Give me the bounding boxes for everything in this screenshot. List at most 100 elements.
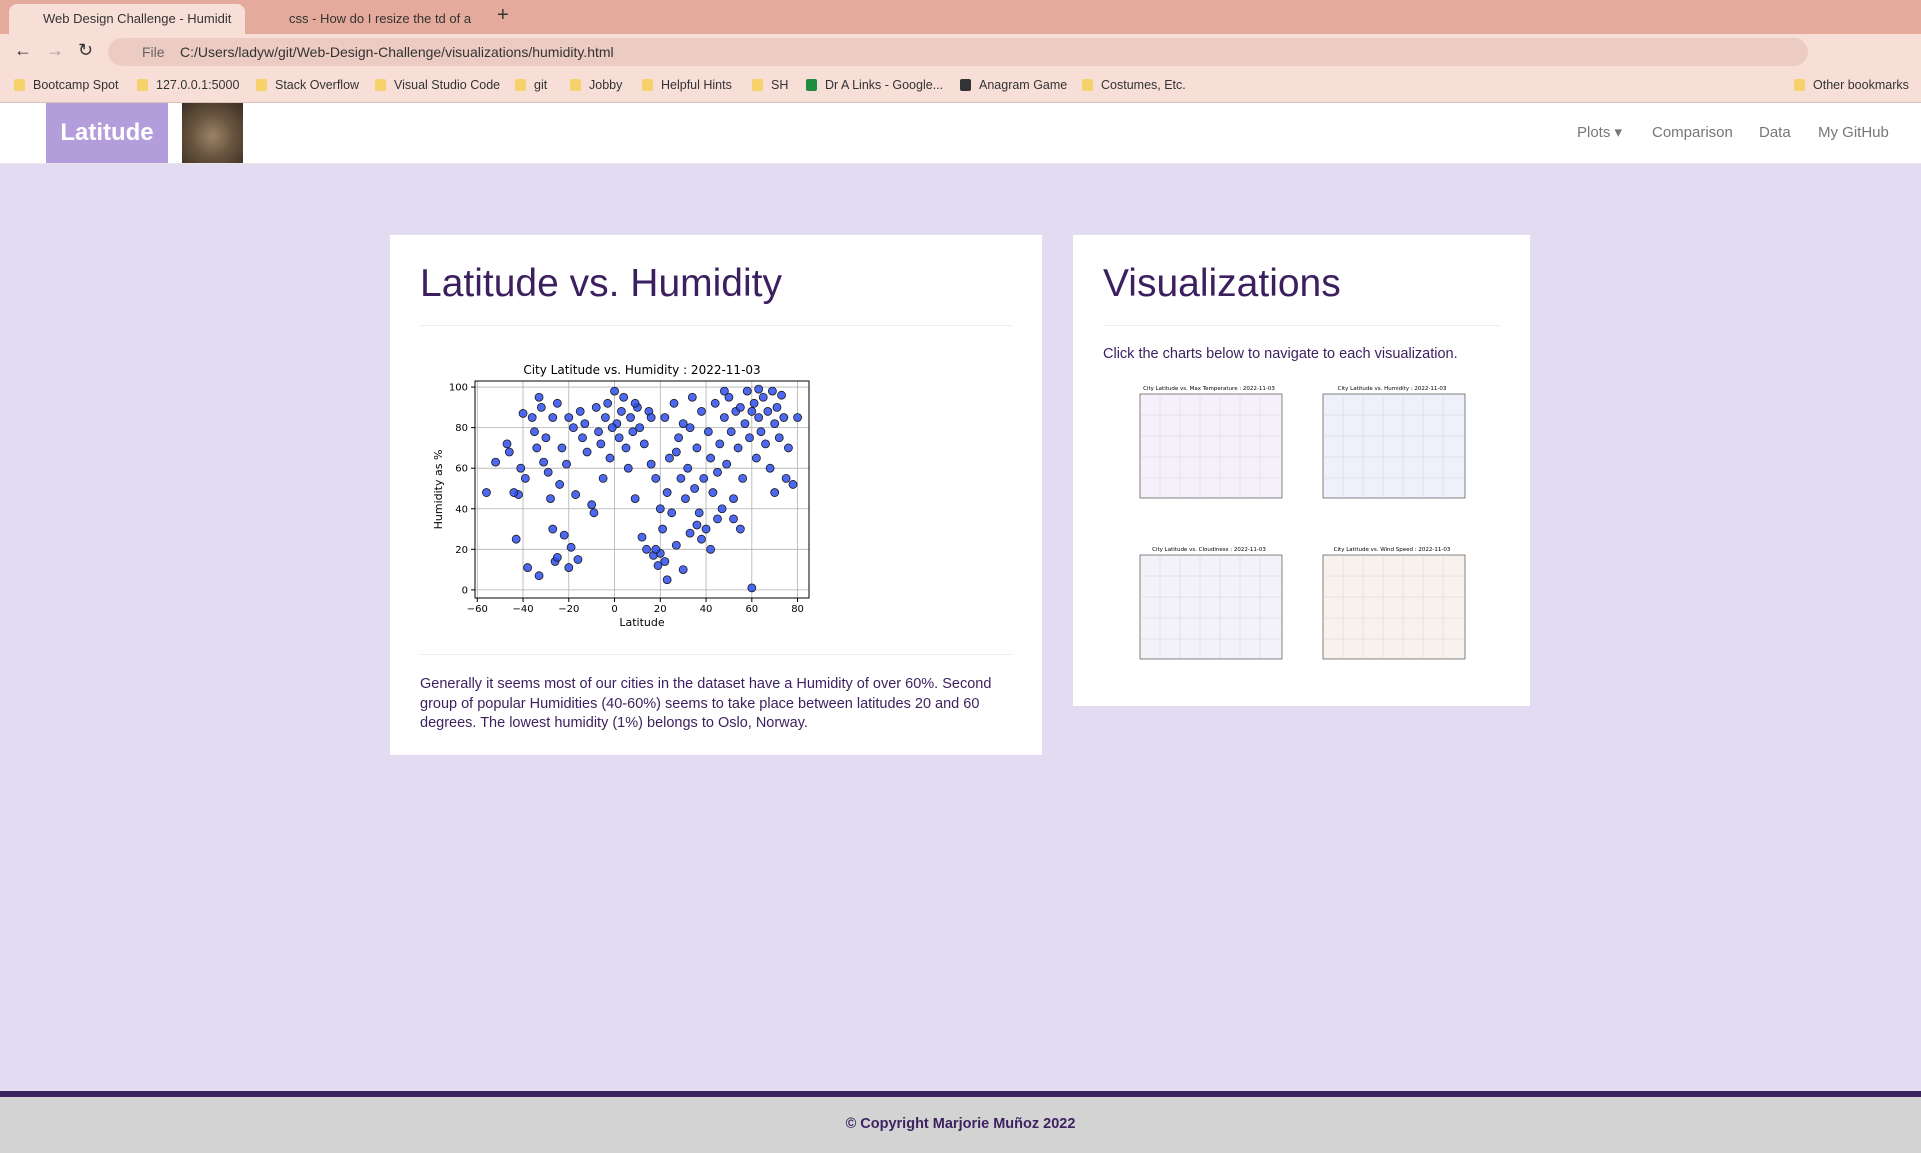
forward-button[interactable]: → (46, 40, 64, 60)
bookmark[interactable]: Bootcamp Spot (14, 78, 118, 92)
visualizations-panel: Visualizations Click the charts below to… (1073, 235, 1530, 706)
thumbnail-link[interactable]: City Latitude vs. Wind Speed : 2022-11-0… (1308, 543, 1470, 675)
data-point (671, 447, 681, 457)
data-point (539, 457, 549, 467)
data-point (610, 386, 619, 396)
tab-bar: Web Design Challenge - Humidit css - How… (0, 0, 1921, 34)
data-point (653, 561, 663, 570)
brand[interactable]: Latitude (46, 103, 168, 163)
data-point (646, 459, 656, 469)
bookmark[interactable]: Costumes, Etc. (1082, 78, 1186, 92)
data-point (747, 407, 757, 416)
thumbnail-link[interactable]: City Latitude vs. Cloudiness : 2022-11-0… (1125, 543, 1287, 675)
bookmark-label: Other bookmarks (1813, 78, 1909, 92)
data-point (717, 504, 727, 514)
data-point (660, 557, 670, 566)
data-point (502, 439, 512, 449)
data-point (598, 473, 608, 483)
bookmark[interactable]: Helpful Hints (642, 78, 732, 92)
divider (420, 325, 1012, 326)
data-point (665, 453, 674, 463)
nav-link[interactable]: Data (1759, 124, 1791, 141)
data-point (690, 484, 700, 493)
bookmark[interactable]: Visual Studio Code (375, 78, 500, 92)
bookmark[interactable]: Anagram Game (960, 78, 1067, 92)
nav-link[interactable]: Plots ▾ (1577, 124, 1623, 141)
data-point (694, 508, 704, 518)
data-point (747, 583, 757, 593)
data-point (573, 555, 583, 564)
thumbnail-frame (1139, 554, 1283, 660)
data-point (662, 575, 672, 585)
thumbnail-title: City Latitude vs. Wind Speed : 2022-11-0… (1334, 547, 1451, 553)
file-label: File (142, 44, 165, 60)
data-point (719, 386, 729, 396)
y-tick-label: 100 (449, 383, 468, 394)
data-point (758, 392, 768, 402)
data-point (671, 540, 681, 550)
data-point (621, 443, 631, 453)
data-point (575, 407, 585, 416)
y-tick-label: 40 (455, 504, 468, 515)
nav-link[interactable]: Comparison (1652, 124, 1733, 141)
data-point (713, 467, 722, 477)
data-point (745, 433, 754, 443)
data-point (617, 407, 626, 416)
plot-frame (474, 380, 810, 599)
data-point (548, 524, 558, 534)
scatter-chart: City Latitude vs. Humidity : 2022-11-03 −… (432, 363, 810, 629)
bookmark-label: Helpful Hints (661, 78, 732, 92)
data-point (685, 423, 695, 433)
data-point (692, 443, 702, 453)
data-point (662, 488, 672, 497)
bookmark[interactable]: Other bookmarks (1794, 78, 1909, 92)
data-point (678, 419, 688, 428)
bookmark[interactable]: 127.0.0.1:5000 (137, 78, 239, 92)
data-point (614, 433, 624, 443)
data-point (726, 427, 736, 437)
data-point (701, 524, 711, 534)
data-point (516, 463, 526, 473)
browser-tab[interactable]: Web Design Challenge - Humidit (9, 4, 245, 34)
data-point (491, 457, 500, 467)
data-point (676, 473, 686, 483)
thumbnail-link[interactable]: City Latitude vs. Max Temperature : 2022… (1125, 382, 1287, 514)
bookmark[interactable]: Stack Overflow (256, 78, 359, 92)
footer: © Copyright Marjorie Muñoz 2022 (0, 1091, 1921, 1153)
data-point (580, 419, 590, 428)
data-point (518, 409, 528, 418)
data-point (578, 433, 587, 443)
data-point (735, 402, 745, 412)
data-point (706, 544, 716, 554)
data-point (772, 402, 782, 412)
browser-tab[interactable]: css - How do I resize the td of a (289, 11, 472, 26)
data-point (751, 453, 761, 463)
bookmark[interactable]: Dr A Links - Google... (806, 78, 943, 92)
x-axis-label: Latitude (619, 616, 665, 629)
address-bar[interactable]: File C:/Users/ladyw/git/Web-Design-Chall… (108, 38, 1808, 66)
bookmark[interactable]: Jobby (570, 78, 622, 92)
x-tick-label: 60 (745, 604, 758, 615)
data-point (534, 571, 544, 581)
data-point (667, 508, 677, 518)
thumbnail-link[interactable]: City Latitude vs. Humidity : 2022-11-03 (1308, 382, 1470, 514)
thumbnail-title: City Latitude vs. Cloudiness : 2022-11-0… (1152, 547, 1266, 553)
data-point (534, 392, 544, 402)
thumbnail-title: City Latitude vs. Humidity : 2022-11-03 (1338, 386, 1447, 392)
cat-logo (182, 103, 243, 163)
data-point (784, 443, 793, 453)
bookmark[interactable]: SH (752, 78, 788, 92)
thumbnail-frame (1322, 393, 1466, 499)
data-point (681, 494, 690, 504)
data-point (564, 563, 574, 572)
data-point (582, 447, 592, 457)
back-button[interactable]: ← (14, 40, 32, 60)
url: C:/Users/ladyw/git/Web-Design-Challenge/… (180, 44, 614, 60)
nav-link[interactable]: My GitHub (1818, 124, 1889, 141)
new-tab-button[interactable]: + (497, 4, 509, 26)
bookmark[interactable]: git (515, 78, 547, 92)
data-point (552, 398, 562, 408)
x-tick-label: 20 (654, 604, 667, 615)
reload-button[interactable]: ↻ (78, 40, 94, 60)
bookmark-label: Dr A Links - Google... (825, 78, 944, 92)
